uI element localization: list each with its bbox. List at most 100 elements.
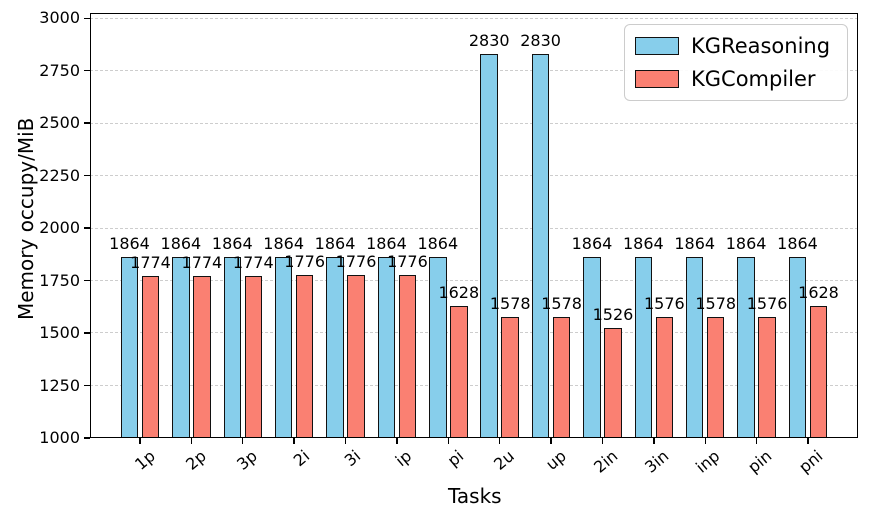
bar-kgreasoning-3p (223, 256, 242, 438)
y-tick-label-2750: 2750 (39, 60, 80, 80)
x-tick-label-2u: 2u (490, 446, 519, 474)
legend-label-kgcompiler: KGCompiler (691, 67, 816, 91)
y-tick-label-1500: 1500 (39, 323, 80, 343)
y-tick-label-1000: 1000 (39, 428, 80, 447)
y-tick-1000 (84, 437, 90, 439)
x-tick-label-3p: 3p (233, 446, 262, 474)
y-tick-label-2500: 2500 (39, 113, 80, 133)
gridline-2000 (90, 227, 858, 229)
y-tick-3000 (84, 17, 90, 19)
bar-kgreasoning-up (531, 53, 550, 438)
bar-kgcompiler-pi (450, 306, 468, 438)
bar-value-kgreasoning-pin: 1864 (725, 233, 767, 253)
bar-kgcompiler-2p (193, 275, 211, 438)
x-tick-pin (755, 438, 758, 444)
bar-kgreasoning-1p (120, 256, 139, 438)
bar-kgreasoning-2p (172, 256, 190, 438)
bar-value-kgcompiler-pni: 1628 (798, 283, 839, 303)
x-tick-2in (601, 438, 604, 444)
legend-label-kgreasoning: KGReasoning (691, 34, 831, 58)
y-tick-2750 (84, 70, 90, 72)
gridline-1250 (90, 384, 858, 386)
x-tick-label-2i: 2i (289, 446, 313, 471)
bar-value-kgcompiler-ip: 1776 (387, 252, 428, 272)
y-tick-1500 (84, 332, 90, 334)
bar-value-kgcompiler-2i: 1776 (284, 252, 325, 272)
x-axis-label: Tasks (448, 484, 502, 508)
gridline-3000 (90, 17, 858, 19)
gridline-1500 (90, 332, 858, 334)
y-tick-1750 (84, 279, 90, 282)
x-tick-pi (447, 438, 449, 444)
y-tick-label-1750: 1750 (39, 270, 80, 290)
x-tick-up (550, 438, 552, 444)
x-tick-2u (498, 438, 501, 444)
bar-kgcompiler-2u (501, 316, 519, 438)
bar-value-kgreasoning-2u: 2830 (468, 30, 510, 50)
y-tick-2250 (84, 174, 90, 177)
bar-kgreasoning-inp (685, 256, 704, 438)
x-tick-2i (293, 438, 295, 444)
gridline-2750 (90, 70, 858, 72)
bar-value-kgreasoning-2p: 1864 (160, 233, 202, 253)
bar-value-kgreasoning-ip: 1864 (366, 233, 407, 253)
legend: KGReasoning KGCompiler (624, 24, 848, 101)
x-tick-label-inp: inp (692, 446, 724, 477)
bar-value-kgcompiler-2in: 1526 (592, 304, 634, 324)
bar-value-kgreasoning-pni: 1864 (777, 233, 818, 253)
y-tick-2500 (84, 122, 90, 124)
x-tick-label-3in: 3in (641, 446, 673, 477)
bar-value-kgcompiler-pin: 1576 (746, 294, 788, 314)
bar-value-kgreasoning-2in: 1864 (571, 233, 613, 253)
bar-value-kgreasoning-up: 2830 (520, 30, 561, 50)
bar-value-kgcompiler-1p: 1774 (130, 252, 171, 272)
x-tick-inp (704, 438, 706, 444)
x-tick-pni (807, 438, 809, 444)
x-tick-label-1p: 1p (130, 446, 159, 474)
x-tick-label-up: up (541, 446, 570, 474)
y-tick-2000 (84, 227, 90, 229)
bar-kgcompiler-ip (398, 275, 417, 438)
x-tick-3in (653, 438, 655, 444)
bar-kgreasoning-ip (377, 256, 396, 438)
bar-kgcompiler-pni (809, 306, 828, 438)
bar-value-kgreasoning-3in: 1864 (622, 233, 664, 253)
bar-kgreasoning-pin (737, 256, 755, 438)
bar-value-kgcompiler-pi: 1628 (438, 283, 480, 303)
bar-value-kgcompiler-inp: 1578 (695, 293, 737, 313)
legend-item-kgreasoning: KGReasoning (635, 34, 835, 58)
y-tick-label-2000: 2000 (39, 218, 80, 238)
x-tick-label-pin: pin (744, 446, 776, 477)
y-tick-label-2250: 2250 (39, 165, 80, 185)
legend-swatch-kgreasoning-icon (635, 37, 679, 55)
bar-kgcompiler-3in (655, 317, 674, 438)
gridline-1750 (90, 279, 858, 281)
bar-value-kgreasoning-pi: 1864 (417, 233, 459, 253)
bar-value-kgreasoning-3p: 1864 (211, 233, 253, 253)
x-tick-label-3i: 3i (340, 446, 365, 471)
bar-kgcompiler-3i (347, 275, 365, 438)
bar-value-kgreasoning-2i: 1864 (263, 233, 304, 253)
y-tick-1250 (84, 384, 90, 387)
x-tick-label-pi: pi (443, 446, 467, 471)
x-tick-label-ip: ip (392, 446, 416, 471)
bar-kgreasoning-2i (274, 256, 293, 438)
x-tick-3i (344, 438, 347, 444)
bar-kgreasoning-2u (480, 53, 498, 438)
x-tick-2p (190, 438, 193, 444)
bar-kgcompiler-1p (141, 275, 160, 438)
bar-value-kgcompiler-3i: 1776 (335, 252, 377, 272)
gridline-2500 (90, 122, 858, 124)
bar-value-kgcompiler-2p: 1774 (181, 252, 223, 272)
y-tick-label-3000: 3000 (39, 8, 80, 28)
bar-kgcompiler-3p (244, 275, 263, 438)
gridline-2250 (90, 175, 858, 177)
bar-kgreasoning-2in (583, 256, 601, 438)
legend-swatch-kgcompiler-icon (635, 70, 679, 88)
x-tick-ip (396, 438, 398, 444)
bar-kgcompiler-inp (706, 316, 725, 438)
x-tick-label-2p: 2p (182, 446, 210, 474)
bar-value-kgreasoning-1p: 1864 (109, 233, 150, 253)
bar-kgreasoning-3in (634, 256, 653, 438)
